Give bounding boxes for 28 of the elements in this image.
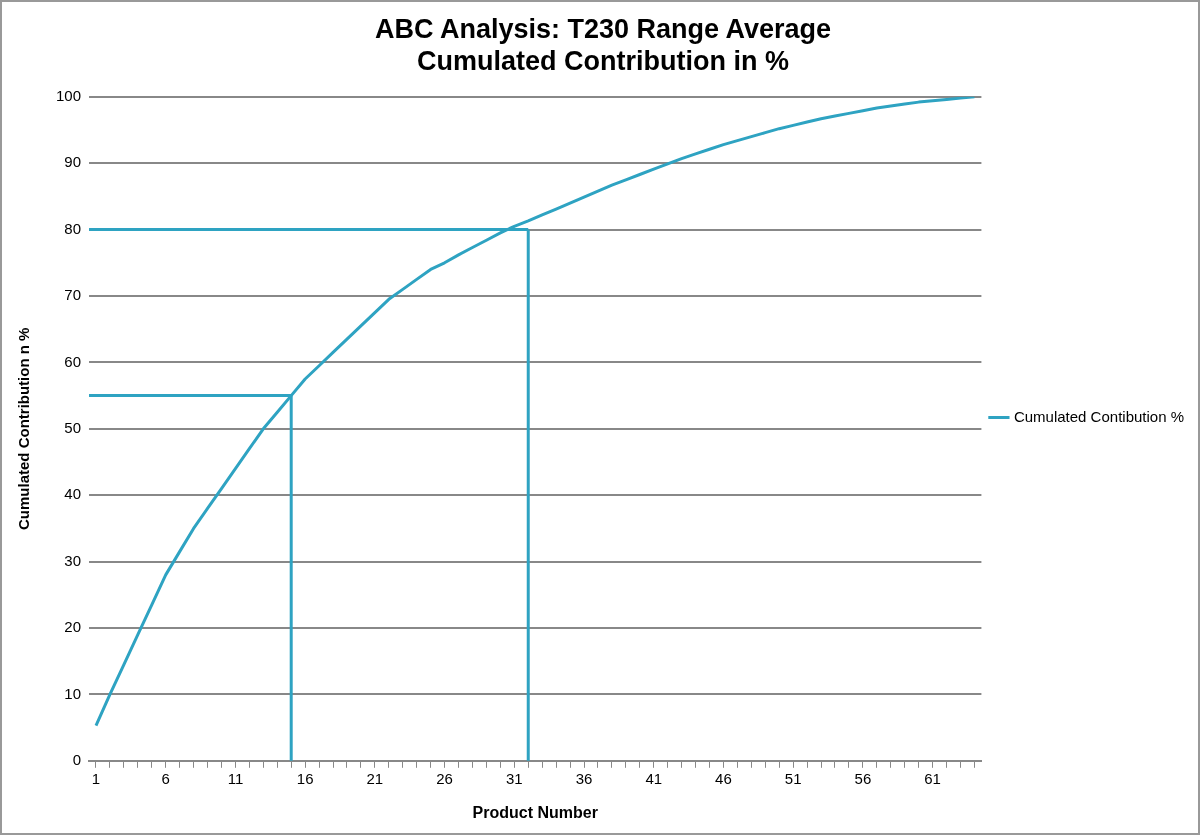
x-tick-label: 31 [505,769,523,787]
y-tick-label: 30 [64,551,82,569]
y-tick-label: 60 [64,352,82,370]
y-tick-label: 50 [64,418,82,436]
y-tick-label: 100 [56,86,82,104]
x-tick-label: 61 [924,769,941,787]
x-axis-title: Product Number [472,803,598,821]
y-tick-label: 20 [64,618,82,636]
y-tick-label: 40 [64,485,82,503]
x-tick-label: 51 [784,769,802,787]
y-tick-label: 0 [72,750,82,768]
x-tick-label: 21 [366,769,384,787]
x-tick-label: 36 [575,769,593,787]
x-tick-label: 56 [854,769,872,787]
x-tick-label: 11 [227,769,244,787]
chart-title: ABC Analysis: T230 Range Average Cumulated Contribution in % [374,13,832,77]
y-tick-label: 90 [64,153,82,171]
x-tick-label: 46 [715,769,732,787]
x-tick-label: 41 [645,769,663,787]
legend-label: Cumulated Contibution % [1013,407,1185,425]
x-tick-label: 16 [296,769,314,787]
x-tick-label: 1 [91,769,101,787]
y-axis-title: Cumulated Contribution n % [15,327,33,531]
y-tick-label: 10 [64,684,82,702]
y-tick-label: 80 [64,219,82,237]
x-tick-label: 6 [161,769,170,787]
x-tick-label: 26 [436,769,453,787]
y-tick-label: 70 [64,286,82,304]
